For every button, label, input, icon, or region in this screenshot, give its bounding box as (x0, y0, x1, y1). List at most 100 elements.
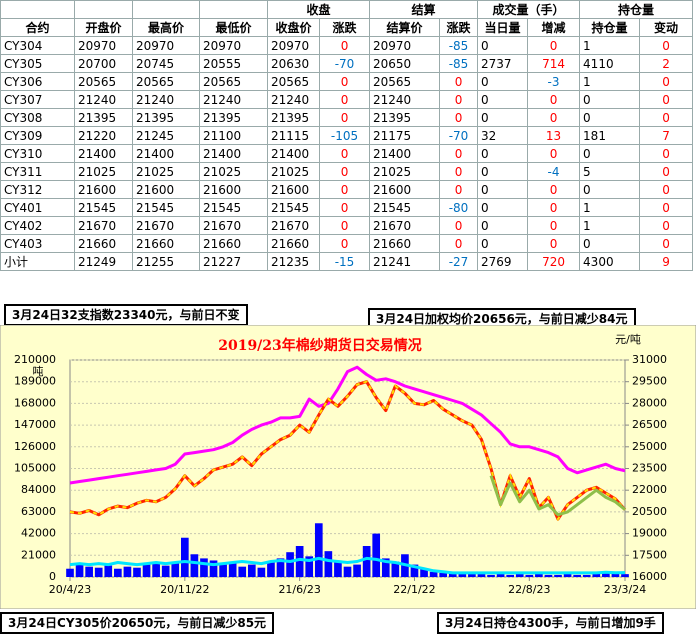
volume-bar (133, 567, 141, 577)
value-cell: 20555 (199, 54, 268, 73)
value-cell: 21240 (267, 90, 320, 109)
value-cell: 21025 (369, 162, 441, 181)
volume-bar (544, 574, 553, 577)
value-cell: 0 (527, 180, 581, 199)
value-cell: 0 (439, 72, 479, 91)
value-cell: 0 (477, 108, 529, 127)
column-header: 当日量 (477, 18, 529, 37)
y2-tick-label: 25000 (632, 440, 667, 453)
volume-bar (190, 554, 199, 577)
table-row: CY305 20700 20745 20555 20630 -70 20650 -85 2737… (0, 54, 694, 73)
contract-cell: CY311 (0, 162, 75, 181)
contract-cell: 小计 (0, 252, 75, 271)
value-cell: 21220 (74, 126, 133, 145)
contract-cell: CY308 (0, 108, 75, 127)
value-cell: 21227 (199, 252, 268, 271)
value-cell: 0 (477, 234, 529, 253)
value-cell: 13 (527, 126, 581, 145)
table-row: CY306 20565 20565 20565 20565 0 20565 0 0 -3 1 0 (0, 72, 694, 91)
volume-bar (257, 567, 266, 577)
value-cell: 21545 (132, 198, 200, 217)
table-row: CY308 21395 21395 21395 21395 0 21395 0 0 0 0 0 (0, 108, 694, 127)
volume-bar (142, 564, 151, 577)
note: 3月24日CY305价20650元，与前日减少85元 (0, 612, 275, 634)
y-tick-label: 21000 (21, 548, 56, 561)
value-cell: 0 (318, 216, 371, 235)
volume-bar (314, 523, 323, 577)
value-cell: 21670 (74, 216, 133, 235)
table-row: 小计 21249 21255 21227 21235 -15 21241 -27 2769 720… (0, 252, 694, 271)
value-cell: 0 (318, 180, 371, 199)
header-cell (199, 0, 268, 19)
y2-tick-label: 29500 (632, 375, 667, 388)
value-cell: -3 (527, 72, 581, 91)
volume-bar (305, 556, 314, 577)
value-cell: 0 (527, 36, 581, 55)
volume-bar (372, 533, 381, 577)
y2-tick-label: 17500 (632, 548, 667, 561)
value-cell: 21400 (267, 144, 320, 163)
value-cell: 20970 (267, 36, 320, 55)
value-cell: 714 (527, 54, 581, 73)
contract-cell: CY305 (0, 54, 75, 73)
y-tick-label: 63000 (21, 505, 56, 518)
column-header: 收盘价 (267, 18, 320, 37)
value-cell: 2769 (477, 252, 529, 271)
value-cell: 21255 (132, 252, 200, 271)
value-cell: 0 (439, 234, 479, 253)
volume-bar (94, 567, 103, 577)
contract-cell: CY304 (0, 36, 75, 55)
line-highlight (69, 380, 626, 522)
value-cell: 21025 (132, 162, 200, 181)
y-axis-label: 吨 (33, 365, 44, 378)
value-cell: 0 (527, 90, 581, 109)
y-tick-label: 168000 (14, 396, 56, 409)
value-cell: -4 (527, 162, 581, 181)
value-cell: 0 (639, 216, 694, 235)
y-tick-label: 189000 (14, 375, 56, 388)
volume-bar (448, 573, 457, 577)
value-cell: 21235 (267, 252, 320, 271)
value-cell: 4300 (579, 252, 641, 271)
value-cell: 21395 (369, 108, 441, 127)
column-header: 涨跌 (318, 18, 371, 37)
value-cell: 0 (318, 144, 371, 163)
value-cell: 0 (477, 72, 529, 91)
x-tick-label: 20/11/22 (160, 583, 209, 596)
value-cell: 0 (439, 144, 479, 163)
value-cell: 0 (639, 36, 694, 55)
value-cell: 21670 (199, 216, 268, 235)
value-cell: 20565 (199, 72, 268, 91)
x-tick-label: 22/1/22 (393, 583, 435, 596)
value-cell: 181 (579, 126, 641, 145)
column-header: 结算价 (369, 18, 441, 37)
table-row: CY402 21670 21670 21670 21670 0 21670 0 0 0 1 0 (0, 216, 694, 235)
value-cell: 21545 (74, 198, 133, 217)
volume-bar (104, 565, 113, 577)
value-cell: 21175 (369, 126, 441, 145)
contract-cell: CY402 (0, 216, 75, 235)
value-cell: 20745 (132, 54, 200, 73)
volume-bar (200, 558, 208, 577)
volume-bar (286, 552, 294, 577)
value-cell: 21545 (369, 198, 441, 217)
value-cell: 21660 (267, 234, 320, 253)
volume-bar (381, 558, 390, 577)
table-row: CY312 21600 21600 21600 21600 0 21600 0 0 0 0 0 (0, 180, 694, 199)
value-cell: 21660 (74, 234, 133, 253)
x-tick-label: 21/6/23 (278, 583, 320, 596)
volume-bar (219, 564, 227, 577)
value-cell: 0 (318, 198, 371, 217)
chart-title: 2019/23年棉纱期货日交易情况 (218, 337, 422, 354)
group-header: 收盘 (266, 0, 371, 19)
y-tick-label: 0 (49, 570, 56, 583)
value-cell: 720 (527, 252, 581, 271)
value-cell: -85 (439, 54, 479, 73)
y2-tick-label: 31000 (632, 353, 667, 366)
value-cell: -15 (318, 252, 371, 271)
value-cell: 0 (527, 108, 581, 127)
value-cell: 0 (318, 108, 371, 127)
value-cell: 21400 (199, 144, 268, 163)
volume-bar (582, 574, 591, 577)
volume-bar (391, 561, 400, 577)
